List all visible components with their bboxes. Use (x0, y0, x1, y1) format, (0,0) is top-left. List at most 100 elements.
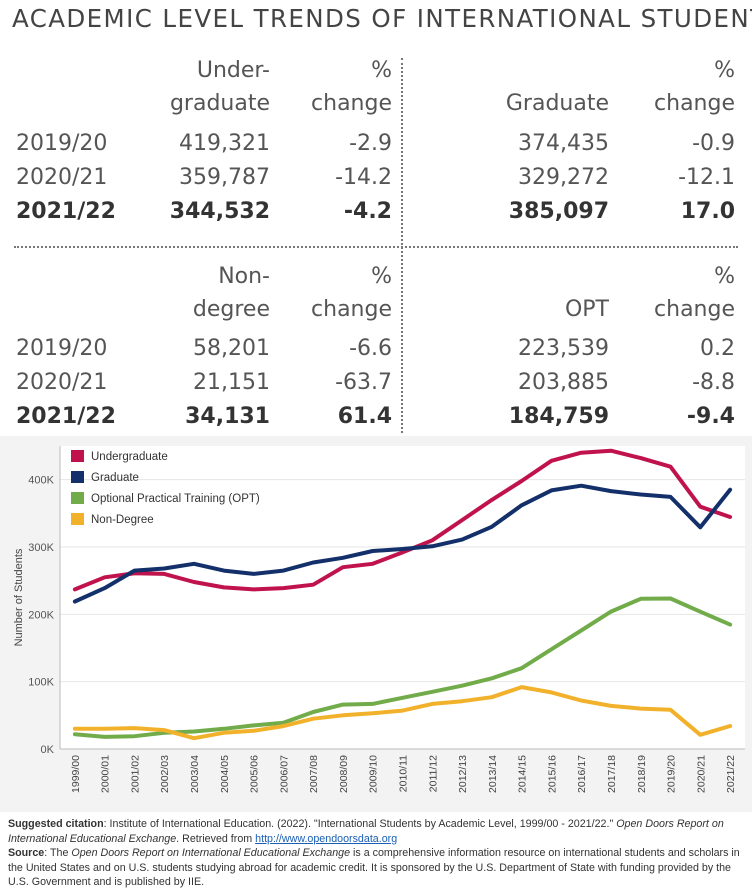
opt-change: 0.2 (700, 336, 735, 361)
series-line-optional-practical-training-opt (72, 596, 733, 739)
graduate-value: 374,435 (518, 131, 609, 156)
year-2021-22: 2021/22 (16, 199, 116, 224)
x-tick-label: 2014/15 (517, 755, 529, 793)
nondegree-value: 21,151 (193, 370, 270, 395)
graduate-change: -0.9 (692, 131, 735, 156)
undergrad-value: 359,787 (179, 165, 270, 190)
x-tick-label: 2012/13 (457, 755, 469, 793)
undergrad-value: 344,532 (169, 199, 270, 224)
x-tick-label: 2015/16 (546, 755, 558, 793)
source-pre: : The (44, 847, 72, 859)
graduate-value: 385,097 (508, 199, 609, 224)
x-tick-label: 2005/06 (249, 755, 261, 793)
legend-label: Optional Practical Training (OPT) (91, 493, 260, 505)
nondegree-value: 58,201 (193, 336, 270, 361)
legend-swatch (71, 471, 84, 483)
x-tick-label: 2020/21 (695, 755, 707, 793)
graduate-change: 17.0 (680, 199, 735, 224)
series-line-undergraduate (72, 448, 733, 592)
citation-text: : Institute of International Education. … (103, 818, 614, 830)
x-tick-label: 2009/10 (368, 755, 380, 793)
undergrad-pct-header-2: change (311, 91, 392, 116)
opt-header: OPT (564, 297, 609, 322)
x-tick-label: 2017/18 (606, 755, 618, 793)
opt-value: 184,759 (508, 404, 609, 429)
opt-change: -8.8 (692, 370, 735, 395)
graduate-pct-header-1: % (714, 58, 735, 83)
report-title: Open Doors Report on International Educa… (8, 818, 724, 845)
x-tick-label: 2019/20 (666, 755, 678, 793)
x-tick-label: 2008/09 (338, 755, 350, 793)
opt-pct-header-2: change (654, 297, 735, 322)
x-tick-label: 2000/01 (100, 755, 112, 793)
report-title-source: Open Doors Report on International Educa… (71, 847, 351, 859)
x-tick-label: 2006/07 (278, 755, 290, 793)
x-tick-label: 2016/17 (576, 755, 588, 793)
y-tick-label: 200K (28, 609, 54, 621)
year-2019-20: 2019/20 (16, 336, 108, 361)
stats-tables: Under- graduate % change 2019/20 2020/21… (0, 48, 752, 434)
page-title: ACADEMIC LEVEL TRENDS OF INTERNATIONAL S… (12, 4, 752, 33)
source-label: Source (8, 847, 45, 859)
retrieved-text: . Retrieved from (176, 832, 256, 845)
nondegree-pct-header-1: % (371, 264, 392, 289)
year-2019-20: 2019/20 (16, 131, 108, 156)
x-tick-label: 2021/22 (725, 755, 737, 793)
graduate-value: 329,272 (518, 165, 609, 190)
chart-svg: 0K 100K 200K 300K 400K Number of Students 1999… (13, 446, 745, 793)
nondegree-header-1: Non- (218, 264, 270, 289)
y-tick-label: 400K (28, 475, 54, 487)
x-tick-label: 1999/00 (70, 755, 82, 793)
year-2020-21: 2020/21 (16, 165, 108, 190)
line-chart: 0K 100K 200K 300K 400K Number of Students 1999… (0, 436, 752, 812)
undergrad-change: -14.2 (335, 165, 392, 190)
legend-label: Undergraduate (91, 451, 168, 463)
opendoors-link[interactable]: http://www.opendoorsdata.org (255, 832, 398, 845)
vertical-divider (401, 58, 403, 433)
undergrad-header-1: Under- (196, 58, 270, 83)
undergrad-pct-header-1: % (371, 58, 392, 83)
legend-swatch (71, 513, 84, 525)
undergrad-header-2: graduate (169, 91, 270, 116)
x-tick-label: 2003/04 (189, 755, 201, 793)
legend-label: Graduate (91, 472, 139, 484)
x-tick-label: 2013/14 (487, 755, 499, 793)
y-axis-label: Number of Students (13, 548, 25, 646)
undergrad-value: 419,321 (179, 131, 270, 156)
opt-value: 203,885 (518, 370, 609, 395)
series-line-non-degree (72, 685, 733, 741)
opt-change: -9.4 (686, 404, 735, 429)
nondegree-change: 61.4 (337, 404, 392, 429)
x-tick-label: 2010/11 (398, 755, 410, 792)
legend-label: Non-Degree (91, 514, 154, 526)
graduate-change: -12.1 (678, 165, 735, 190)
legend-swatch (71, 450, 84, 462)
graduate-pct-header-2: change (654, 91, 735, 116)
legend-swatch (71, 492, 84, 504)
y-tick-label: 0K (41, 744, 55, 756)
source-text: is a comprehensive information resource … (8, 847, 740, 888)
nondegree-value: 34,131 (185, 404, 270, 429)
y-tick-label: 100K (28, 677, 54, 689)
x-tick-label: 2018/19 (636, 755, 648, 793)
x-tick-label: 2001/02 (129, 755, 141, 793)
year-2020-21: 2020/21 (16, 370, 108, 395)
series-line-graduate (72, 483, 733, 604)
citation-label: Suggested citation (8, 818, 104, 830)
x-tick-label: 2002/03 (159, 755, 171, 793)
year-2021-22: 2021/22 (16, 404, 116, 429)
x-tick-label: 2004/05 (219, 755, 231, 793)
nondegree-change: -6.6 (349, 336, 392, 361)
nondegree-change: -63.7 (335, 370, 392, 395)
opt-pct-header-1: % (714, 264, 735, 289)
horizontal-divider (14, 246, 738, 248)
y-tick-label: 300K (28, 542, 54, 554)
nondegree-header-2: degree (192, 297, 270, 322)
undergrad-change: -2.9 (349, 131, 392, 156)
nondegree-pct-header-2: change (311, 297, 392, 322)
footer-citation: Suggested citation: Institute of Interna… (8, 817, 746, 890)
x-tick-label: 2011/12 (427, 755, 439, 792)
x-tick-label: 2007/08 (308, 755, 320, 793)
undergrad-change: -4.2 (343, 199, 392, 224)
graduate-header: Graduate (505, 91, 609, 116)
